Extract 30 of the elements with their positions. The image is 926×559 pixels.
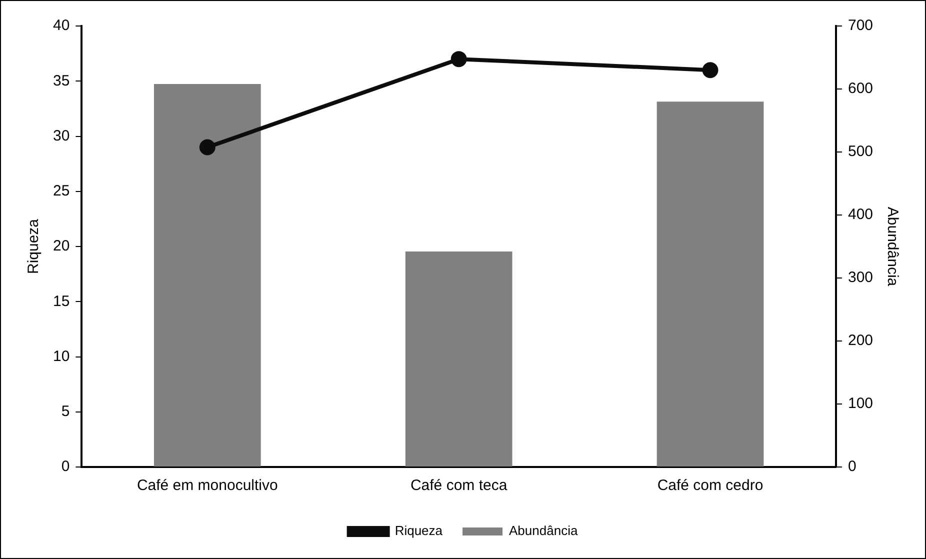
- y2-tick-label: 400: [848, 206, 874, 224]
- y2-tick-label: 300: [848, 269, 874, 286]
- point: [450, 51, 467, 68]
- y-tick-label: 20: [52, 238, 70, 255]
- point: [199, 139, 216, 156]
- y2-axis-title: Abundância: [884, 206, 901, 287]
- legend-label: Riqueza: [394, 523, 444, 538]
- y-tick-label: 15: [52, 292, 70, 310]
- y-tick-label: 5: [61, 403, 70, 420]
- y2-tick-label: 100: [848, 395, 874, 412]
- y2-tick-label: 200: [848, 332, 874, 350]
- point: [702, 62, 718, 78]
- y-axis-title: Riqueza: [25, 218, 42, 274]
- y2-tick-label: 0: [848, 458, 856, 476]
- x-tick-label: Café com cedro: [657, 477, 764, 494]
- bar: [656, 102, 764, 466]
- x-tick-label: Café com teca: [410, 477, 508, 494]
- y-tick-label: 30: [52, 127, 70, 144]
- y2-tick-label: 500: [848, 143, 874, 160]
- y-tick-label: 10: [52, 348, 70, 365]
- y-tick-label: 35: [52, 72, 70, 90]
- y-tick-label: 25: [52, 182, 70, 200]
- y2-tick-label: 700: [848, 17, 874, 34]
- y2-tick-label: 600: [848, 80, 874, 98]
- y-tick-label: 40: [52, 17, 70, 34]
- bar: [405, 252, 512, 466]
- legend-label: Abundância: [509, 523, 578, 538]
- bar: [154, 84, 261, 466]
- x-tick-label: Café em monocultivo: [136, 477, 278, 494]
- y-tick-label: 0: [61, 458, 70, 476]
